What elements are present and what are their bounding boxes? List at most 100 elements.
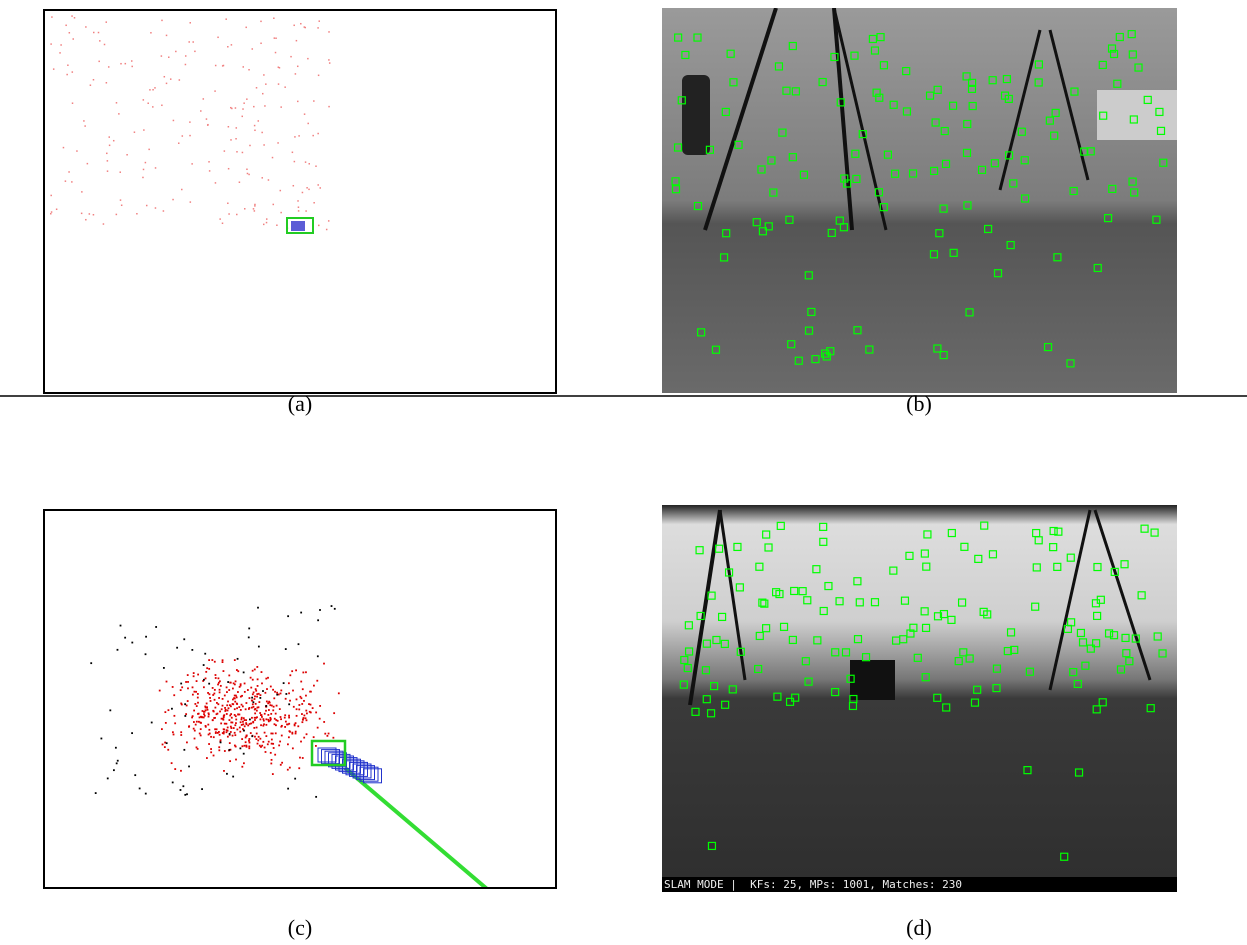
map-point <box>318 224 320 227</box>
map-point <box>217 683 219 686</box>
map-point <box>223 150 226 152</box>
map-point <box>50 211 53 213</box>
map-point <box>233 744 236 747</box>
feature <box>1092 705 1101 714</box>
feature <box>1098 698 1107 707</box>
map-point <box>195 690 197 693</box>
map-point <box>245 702 248 704</box>
camera <box>310 739 347 767</box>
map-point <box>256 678 259 681</box>
feature <box>879 203 888 212</box>
map-point <box>280 689 283 692</box>
map-point <box>234 700 237 703</box>
map-point <box>306 187 308 189</box>
map-point <box>208 161 210 163</box>
map-point <box>255 738 258 740</box>
map-point <box>249 732 252 734</box>
feature <box>977 165 987 174</box>
map-point <box>294 730 297 733</box>
map-point <box>262 724 265 727</box>
map-point <box>80 212 83 215</box>
map-point <box>254 695 256 698</box>
map-point <box>260 42 262 45</box>
map-point <box>202 680 205 682</box>
feature <box>861 653 871 662</box>
map-point <box>248 707 251 709</box>
map-point <box>251 48 254 50</box>
map-point <box>225 729 228 732</box>
feature <box>870 598 880 607</box>
feature <box>773 692 782 701</box>
feature <box>779 622 789 631</box>
feature <box>868 34 877 44</box>
map-point <box>301 688 304 691</box>
feature <box>1130 188 1139 197</box>
map-point <box>124 636 127 639</box>
map-point <box>309 711 312 714</box>
map-point <box>214 732 217 734</box>
map-point <box>183 638 186 641</box>
map-point <box>163 746 166 748</box>
map-point <box>113 769 115 772</box>
map-point <box>295 708 298 711</box>
map-point <box>251 699 254 702</box>
map-point <box>182 785 185 788</box>
map-point <box>119 199 122 201</box>
map-point <box>189 134 191 137</box>
feature <box>697 328 706 337</box>
map-point <box>255 709 258 712</box>
feature <box>1043 342 1053 352</box>
map-point <box>246 172 249 175</box>
map-point <box>233 683 236 686</box>
feature <box>853 577 862 586</box>
map-point <box>218 749 221 752</box>
map-point <box>300 611 303 614</box>
map-point <box>235 718 238 721</box>
map-point <box>199 734 202 737</box>
map-point <box>55 208 58 211</box>
map-point <box>292 705 295 708</box>
feature <box>875 93 884 102</box>
map-point <box>279 763 282 766</box>
map-point <box>282 682 285 685</box>
feature <box>1031 602 1040 611</box>
feature <box>921 623 931 633</box>
feature <box>804 677 813 686</box>
map-point <box>227 167 230 170</box>
feature <box>790 586 799 596</box>
map-point <box>277 693 280 696</box>
feature <box>721 107 730 117</box>
map-point <box>262 92 264 95</box>
map-point <box>295 698 298 701</box>
map-point <box>333 607 336 610</box>
map-point <box>290 55 292 58</box>
map-point <box>142 176 144 179</box>
map-point <box>301 713 303 715</box>
map-point <box>247 636 250 639</box>
feature <box>1137 591 1146 600</box>
map-point <box>272 747 275 749</box>
feature <box>1060 852 1069 861</box>
feature <box>709 681 719 691</box>
map-point <box>264 691 267 694</box>
map-point <box>271 156 274 159</box>
map-point <box>239 747 242 750</box>
map-point <box>289 699 291 702</box>
map-point <box>226 726 229 729</box>
feature <box>1109 631 1119 640</box>
map-point <box>319 609 321 611</box>
keyframe <box>359 766 379 782</box>
map-point <box>262 223 265 226</box>
map-point <box>202 98 205 100</box>
feature <box>949 248 958 257</box>
map-point <box>304 161 307 163</box>
feature <box>1081 661 1090 670</box>
feature <box>1109 49 1119 59</box>
map-point <box>251 693 254 696</box>
feature <box>965 654 974 663</box>
map-point <box>92 78 95 81</box>
map-point <box>288 766 291 769</box>
map-point <box>291 670 294 673</box>
map-point <box>213 717 216 719</box>
